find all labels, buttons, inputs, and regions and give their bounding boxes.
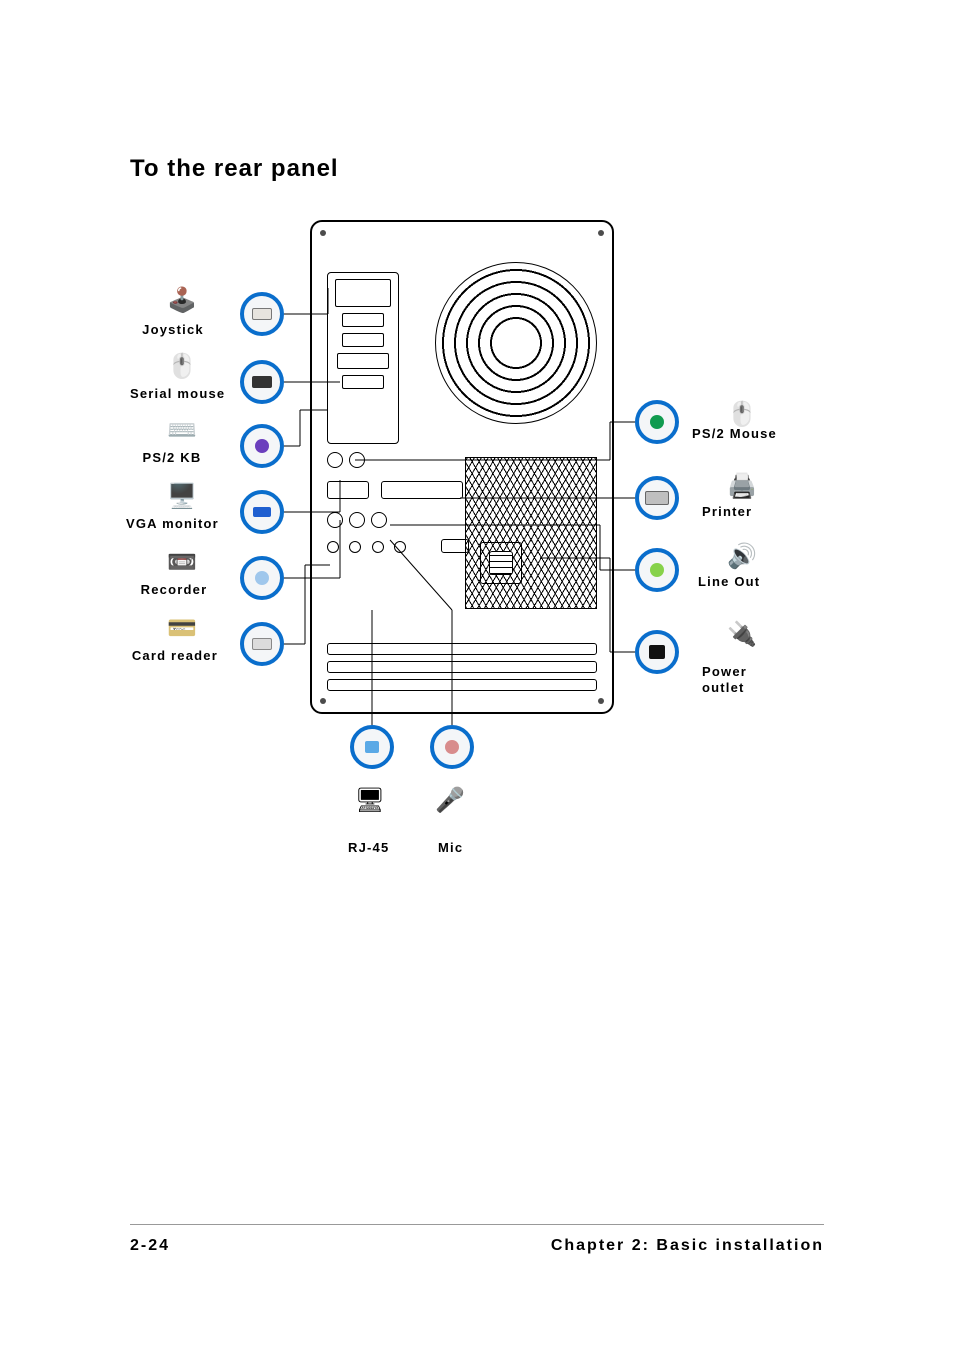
- mesh-panel: [465, 457, 597, 609]
- callout-printer: Printer: [702, 504, 752, 519]
- mic-connector-icon: [430, 725, 474, 769]
- callout-recorder: Recorder: [134, 582, 214, 597]
- screw-icon: [320, 698, 326, 704]
- card-reader-device-icon: 💳: [160, 610, 204, 648]
- line-out-connector-icon: [635, 548, 679, 592]
- callout-rj45: RJ-45: [348, 840, 389, 855]
- vga-connector-icon: [240, 490, 284, 534]
- recorder-device-icon: 📼: [160, 544, 204, 582]
- card-reader-connector-icon: [240, 622, 284, 666]
- fan-grill-icon: [435, 262, 597, 424]
- callout-ps2-mouse: PS/2 Mouse: [692, 426, 777, 441]
- ps2-kb-device-icon: ⌨️: [160, 412, 204, 450]
- screw-icon: [598, 230, 604, 236]
- callout-serial-mouse: Serial mouse: [130, 386, 216, 401]
- printer-connector-icon: [635, 476, 679, 520]
- rj45-connector-icon: [350, 725, 394, 769]
- line-out-device-icon: 🔊: [720, 538, 764, 576]
- vga-monitor-device-icon: 🖥️: [160, 478, 204, 516]
- rear-panel-diagram: 🕹️ Joystick 🖱️ Serial mouse ⌨️ PS/2 KB 🖥…: [130, 210, 830, 870]
- mic-device-icon: 🎤: [428, 782, 472, 820]
- footer-chapter: Chapter 2: Basic installation: [551, 1237, 824, 1255]
- ps2-mouse-connector-icon: [635, 400, 679, 444]
- page-title: To the rear panel: [130, 155, 339, 183]
- screw-icon: [320, 230, 326, 236]
- footer-rule: [130, 1224, 824, 1225]
- callout-power: Power outlet: [702, 664, 772, 697]
- screw-icon: [598, 698, 604, 704]
- callout-card-reader: Card reader: [126, 648, 218, 663]
- callout-mic: Mic: [438, 840, 463, 855]
- psu-inlet-icon: [480, 542, 522, 584]
- callout-vga: VGA monitor: [126, 516, 218, 531]
- io-plate: [327, 272, 399, 444]
- recorder-connector-icon: [240, 556, 284, 600]
- chassis-outline: [310, 220, 614, 714]
- serial-mouse-connector-icon: [240, 360, 284, 404]
- power-connector-icon: [635, 630, 679, 674]
- joystick-device-icon: 🕹️: [160, 282, 204, 320]
- expansion-slots: [327, 643, 597, 697]
- ps2-kb-connector-icon: [240, 424, 284, 468]
- callout-line-out: Line Out: [698, 574, 760, 589]
- document-page: To the rear panel: [0, 0, 954, 1351]
- footer-page-number: 2-24: [130, 1237, 170, 1255]
- joystick-connector-icon: [240, 292, 284, 336]
- printer-device-icon: 🖨️: [720, 468, 764, 506]
- callout-ps2-kb: PS/2 KB: [136, 450, 208, 465]
- serial-mouse-device-icon: 🖱️: [160, 348, 204, 386]
- rj45-device-icon: 🖥: [348, 782, 392, 820]
- callout-joystick: Joystick: [138, 322, 208, 337]
- page-footer: 2-24 Chapter 2: Basic installation: [130, 1224, 824, 1255]
- power-device-icon: 🔌: [720, 616, 764, 654]
